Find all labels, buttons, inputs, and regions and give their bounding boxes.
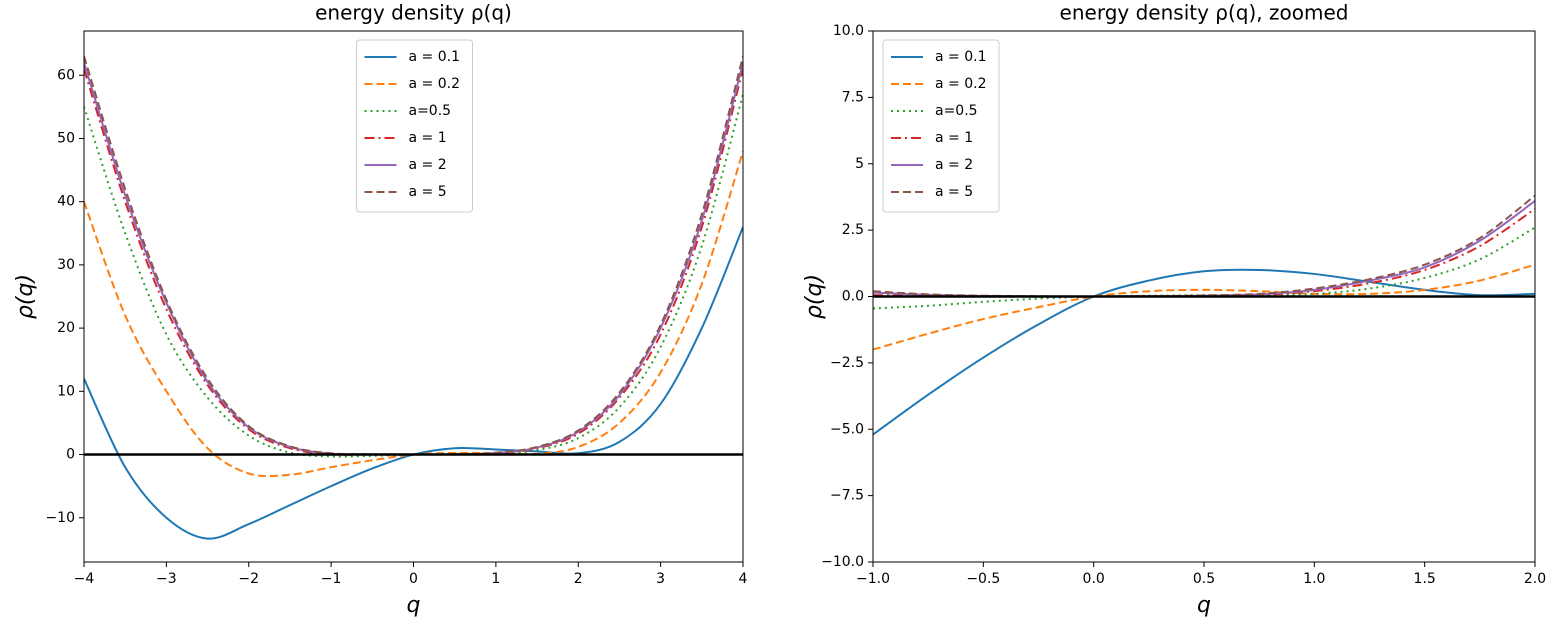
- x-tick-label: 4: [739, 571, 748, 587]
- legend: a = 0.1 a = 0.2 a=0.5 a = 1 a = 2 a = 5: [882, 39, 1000, 213]
- y-axis-label: ρ(q): [13, 274, 38, 319]
- series-line: [873, 263, 1535, 351]
- series-line: [84, 93, 743, 458]
- x-tick-label: −1: [321, 571, 342, 587]
- x-tick-label: 0: [409, 571, 418, 587]
- legend-label: a=0.5: [935, 103, 978, 119]
- legend-label: a = 0.1: [409, 49, 460, 65]
- x-tick-label: 2: [574, 571, 583, 587]
- legend-label: a = 0.2: [935, 76, 986, 92]
- legend-box: [882, 39, 1000, 213]
- axes-frame: [83, 30, 744, 563]
- series-line: [873, 208, 1535, 298]
- plot-area: [84, 55, 743, 540]
- x-tick-label: −1.0: [856, 571, 890, 587]
- legend-label: a = 5: [935, 184, 973, 200]
- x-tick-label: −4: [74, 571, 95, 587]
- x-tick-label: 0.5: [1193, 571, 1215, 587]
- series-line: [84, 226, 743, 540]
- legend-label: a = 0.2: [409, 76, 460, 92]
- y-tick-label: 0: [66, 447, 75, 463]
- legend-label: a = 1: [935, 130, 973, 146]
- legend-box: [356, 39, 473, 213]
- y-tick-label: −5.0: [830, 421, 864, 437]
- x-tick-label: 0.0: [1083, 571, 1105, 587]
- legend-label: a = 0.1: [935, 49, 986, 65]
- series-line: [84, 68, 743, 456]
- y-tick-label: 30: [57, 257, 75, 273]
- x-tick-label: 3: [656, 571, 665, 587]
- y-tick-label: 10.0: [833, 23, 864, 39]
- x-tick-label: 1.0: [1303, 571, 1325, 587]
- x-axis-label: q: [1197, 593, 1211, 618]
- axes-frame: [872, 30, 1536, 563]
- y-tick-label: 50: [57, 130, 75, 146]
- series-line: [873, 200, 1535, 298]
- y-tick-label: −10.0: [821, 554, 864, 570]
- y-tick-label: −2.5: [830, 355, 864, 371]
- y-tick-label: −7.5: [830, 488, 864, 504]
- y-tick-label: 10: [57, 383, 75, 399]
- legend-label: a = 5: [409, 184, 447, 200]
- legend-label: a = 1: [409, 130, 447, 146]
- y-axis-label: ρ(q): [802, 274, 827, 319]
- x-tick-label: 1.5: [1414, 571, 1436, 587]
- x-tick-label: −3: [156, 571, 177, 587]
- y-tick-label: 0.0: [842, 289, 864, 305]
- y-tick-label: 2.5: [842, 222, 864, 238]
- y-tick-label: 60: [57, 67, 75, 83]
- legend-label: a=0.5: [409, 103, 452, 119]
- x-tick-label: 1: [491, 571, 500, 587]
- legend: a = 0.1 a = 0.2 a=0.5 a = 1 a = 2 a = 5: [356, 39, 473, 213]
- y-tick-label: 7.5: [842, 89, 864, 105]
- legend-label: a = 2: [935, 157, 973, 173]
- legend-label: a = 2: [409, 157, 447, 173]
- x-axis-label: q: [407, 593, 421, 618]
- chart-title: energy density ρ(q), zoomed: [1060, 1, 1349, 25]
- y-tick-label: 20: [57, 320, 75, 336]
- x-tick-label: −0.5: [966, 571, 1000, 587]
- y-tick-label: 5: [855, 156, 864, 172]
- y-tick-label: −10: [45, 510, 75, 526]
- y-tick-label: 40: [57, 194, 75, 210]
- chart-title: energy density ρ(q): [315, 1, 512, 25]
- x-tick-label: −2: [238, 571, 259, 587]
- x-tick-label: 2.0: [1524, 571, 1546, 587]
- plot-area: [873, 194, 1535, 436]
